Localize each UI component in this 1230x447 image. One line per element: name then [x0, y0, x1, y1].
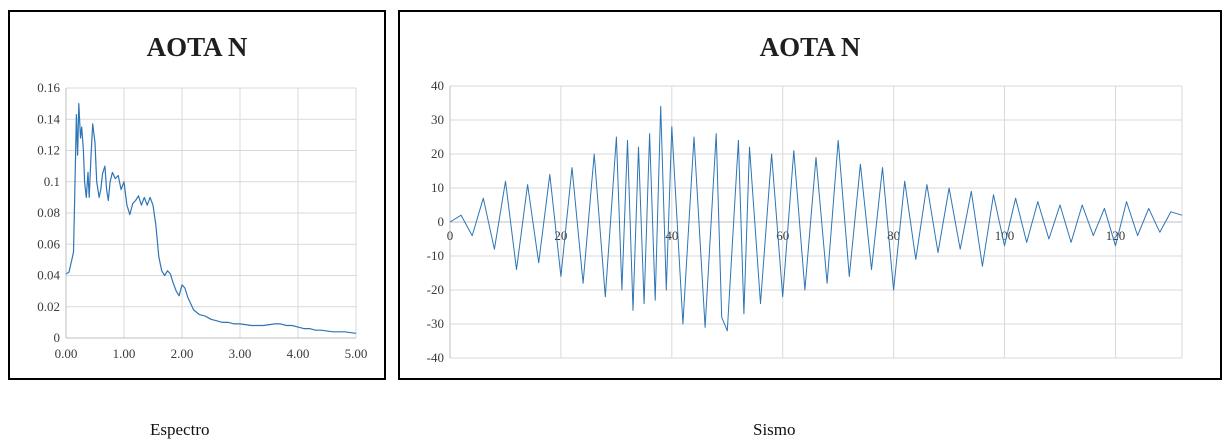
- seismogram-chart-title: AOTA N: [759, 32, 861, 62]
- y-tick-label: 0.06: [37, 236, 60, 251]
- x-tick-label: 20: [554, 228, 567, 243]
- y-tick-label: 0.16: [37, 80, 60, 95]
- y-tick-label: -30: [427, 316, 444, 331]
- y-tick-label: -40: [427, 350, 444, 365]
- y-tick-label: 0: [54, 330, 61, 345]
- grid-lines: [65, 87, 357, 339]
- spectrum-chart-panel: AOTA N 0 0.02 0.04 0.06 0.08 0.1 0.12 0.14 0.16 0…: [8, 10, 386, 380]
- x-tick-label: 5.00: [345, 346, 368, 361]
- x-tick-label: 0: [447, 228, 454, 243]
- x-tick-label: 80: [887, 228, 900, 243]
- y-tick-label: 0.02: [37, 299, 60, 314]
- spectrum-chart-svg: 0 0.02 0.04 0.06 0.08 0.1 0.12 0.14 0.16 0.00 1.00…: [37, 80, 368, 361]
- x-tick-label: 0.00: [55, 346, 78, 361]
- y-tick-label: 40: [431, 78, 444, 93]
- x-tick-label: 4.00: [287, 346, 310, 361]
- x-tick-label: 3.00: [229, 346, 252, 361]
- seismogram-caption: Sismo: [753, 420, 796, 439]
- y-tick-label: 0.04: [37, 268, 60, 283]
- y-tick-label: 0.1: [44, 174, 60, 189]
- y-tick-label: 10: [431, 180, 444, 195]
- y-tick-label: 20: [431, 146, 444, 161]
- x-tick-label: 120: [1106, 228, 1126, 243]
- x-tick-label: 1.00: [113, 346, 136, 361]
- y-tick-label: 0.12: [37, 143, 60, 158]
- spectrum-chart-title: AOTA N: [146, 32, 248, 62]
- series-line: [65, 102, 357, 334]
- x-tick-label: 60: [776, 228, 789, 243]
- x-tick-label: 100: [995, 228, 1015, 243]
- y-tick-label: -10: [427, 248, 444, 263]
- y-tick-label: 0.08: [37, 205, 60, 220]
- y-tick-label: 0: [438, 214, 445, 229]
- series-line: [449, 105, 1183, 332]
- y-tick-label: 0.14: [37, 111, 60, 126]
- seismogram-chart-panel: AOTA N -40 -30 -20 -10 0 10 20 30 40 0 20 40 60 80 100…: [398, 10, 1222, 380]
- spectrum-caption: Espectro: [150, 420, 210, 439]
- y-tick-label: -20: [427, 282, 444, 297]
- x-tick-label: 2.00: [171, 346, 194, 361]
- y-tick-label: 30: [431, 112, 444, 127]
- x-tick-label: 40: [665, 228, 678, 243]
